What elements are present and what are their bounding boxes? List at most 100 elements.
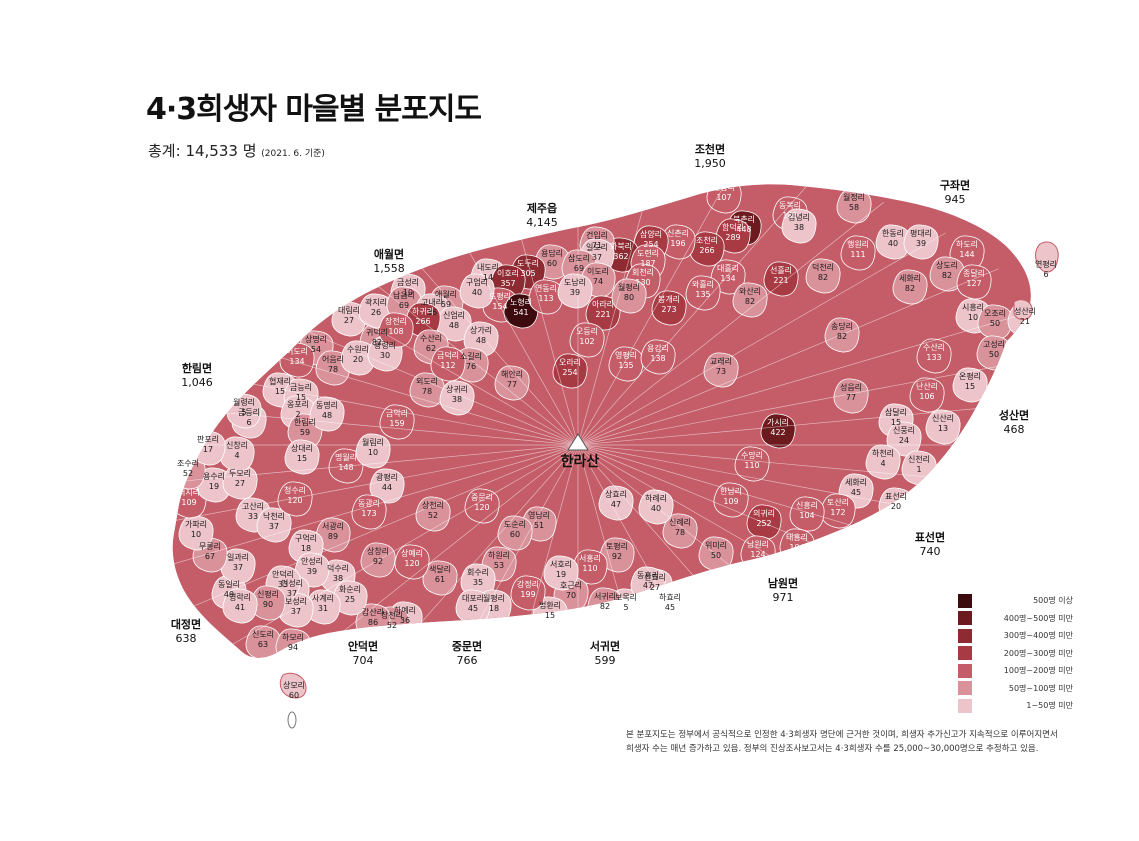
village-count: 20 — [353, 355, 363, 364]
village-name: 송당리 — [831, 321, 853, 331]
legend-item: 500명 이상 — [958, 592, 1073, 610]
village-count: 53 — [494, 561, 504, 570]
village-name: 고내리 — [421, 298, 443, 307]
total-count: 총계: 14,533 명 (2021. 6. 기준) — [148, 140, 325, 161]
village-count: 60 — [510, 530, 520, 539]
village-name: 상귀리 — [446, 384, 468, 394]
village-count: 60 — [289, 691, 299, 700]
village-name: 서귀리 — [594, 591, 616, 601]
village-region — [351, 494, 387, 530]
village-name: 용수리 — [203, 472, 225, 481]
village-name: 도련리 — [637, 248, 659, 258]
legend-label: 100명~200명 미만 — [1003, 666, 1073, 676]
village-name: 장전리 — [385, 316, 407, 326]
village-count: 362 — [613, 252, 628, 261]
village-count: 59 — [441, 300, 451, 309]
village-count: 357 — [500, 279, 515, 288]
village-name: 신효리 — [644, 573, 666, 582]
district-count: 638 — [176, 632, 197, 645]
village-count: 74 — [593, 277, 603, 286]
village-region — [305, 589, 341, 625]
village-count: 48 — [322, 411, 332, 420]
village-name: 영남리 — [528, 510, 550, 520]
village-region — [430, 346, 466, 382]
village-count: 37 — [291, 607, 301, 616]
village-name: 저지리 — [178, 488, 200, 497]
village-name: 월정리 — [843, 192, 865, 202]
village-count: 52 — [428, 511, 438, 520]
village-count: 145 — [782, 211, 797, 220]
total-label: 총계: — [148, 142, 181, 160]
village-name: 금등리 — [238, 408, 260, 417]
village-count: 62 — [426, 344, 436, 353]
village-count: 50 — [711, 551, 721, 560]
ridge-line — [577, 184, 815, 446]
village-name: 상예리 — [401, 548, 423, 558]
village-count: 86 — [368, 618, 378, 627]
village-count: 2 — [295, 410, 300, 419]
village-name: 건입리 — [586, 230, 608, 240]
village-name: 신례리 — [669, 517, 691, 527]
village-name: 월림리 — [362, 437, 384, 447]
district-name: 남원면 — [768, 576, 798, 590]
village-name: 상효리 — [605, 489, 627, 499]
village-count: 60 — [547, 259, 557, 268]
village-name: 색달리 — [429, 564, 451, 574]
village-region — [250, 585, 286, 621]
village-count: 18 — [301, 544, 311, 553]
village-name: 남원리 — [747, 540, 769, 549]
village-count: 47 — [611, 500, 621, 509]
village-count: 50 — [990, 319, 1000, 328]
village-count: 148 — [338, 463, 353, 472]
village-name: 영평리 — [615, 350, 637, 360]
village-name: 협재리 — [269, 376, 291, 386]
village-count: 27 — [650, 583, 660, 592]
village-name: 낙천리 — [263, 511, 285, 521]
village-name: 도순리 — [504, 520, 526, 529]
village-count: 104 — [789, 543, 804, 552]
village-count: 254 — [562, 368, 577, 377]
ridge-line — [172, 444, 579, 493]
village-count: 76 — [466, 362, 476, 371]
village-count: 82 — [837, 332, 847, 341]
village-name: 표선리 — [885, 492, 907, 501]
village-name: 신촌리 — [667, 229, 689, 238]
district-name: 성산면 — [999, 408, 1029, 422]
village-name: 위미리 — [705, 541, 727, 550]
village-count: 113 — [538, 294, 553, 303]
village-name: 교래리 — [710, 357, 732, 366]
village-region — [439, 380, 475, 416]
village-count: 18 — [489, 604, 499, 613]
village-count: 15 — [545, 611, 555, 620]
village-count: 54 — [311, 345, 321, 354]
village-count: 289 — [725, 233, 740, 242]
village-count: 109 — [723, 497, 738, 506]
village-region — [557, 273, 593, 309]
village-count: 107 — [716, 193, 731, 202]
village-count: 135 — [618, 361, 633, 370]
village-region — [599, 537, 635, 573]
village-name: 보성리 — [285, 597, 307, 606]
village-name: 인성리 — [281, 578, 303, 588]
village-name: 서호리 — [550, 560, 572, 569]
village-name: 하예리 — [394, 605, 416, 615]
village-name: 연동리 — [535, 284, 557, 293]
village-name: 토산리 — [827, 497, 849, 507]
total-date: (2021. 6. 기준) — [261, 149, 325, 159]
village-name: 하천리 — [872, 448, 894, 458]
village-name: 월평리 — [618, 282, 640, 292]
village-count: 5 — [241, 408, 246, 417]
peak-marker — [567, 433, 589, 451]
ridge-line — [172, 444, 579, 582]
village-name: 사계리 — [312, 593, 334, 603]
village-count: 59 — [300, 428, 310, 437]
village-count: 134 — [289, 357, 304, 366]
village-name: 대림리 — [338, 305, 360, 315]
village-name: 하귀리 — [412, 306, 434, 316]
village-name: 상모리 — [283, 680, 305, 690]
village-name: 내도리 — [477, 263, 499, 272]
ridge-line — [210, 444, 579, 658]
village-name: 세화리 — [845, 478, 867, 487]
district-name: 제주읍 — [527, 201, 557, 215]
village-count: 138 — [650, 354, 665, 363]
